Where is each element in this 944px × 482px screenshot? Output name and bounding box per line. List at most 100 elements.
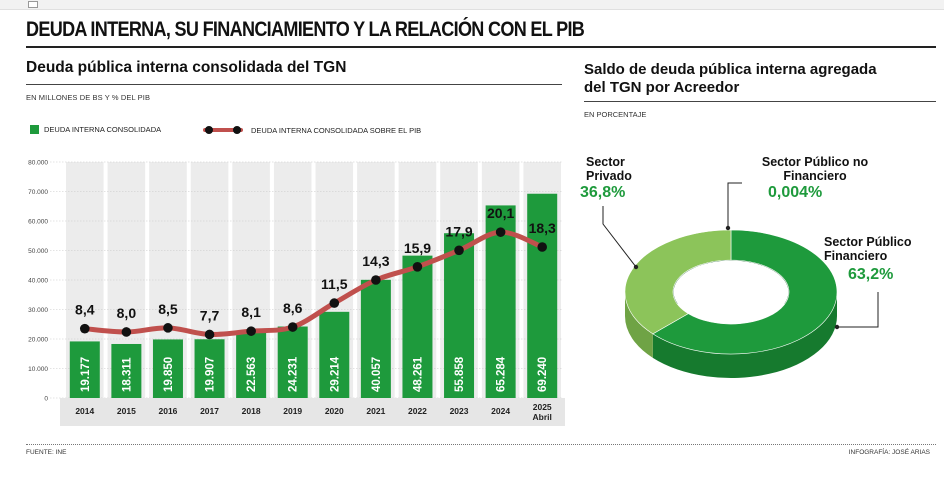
- x-tick-label: 2020: [325, 406, 344, 416]
- donut-slice: [652, 229, 838, 355]
- x-tick-label: 2019: [283, 406, 302, 416]
- x-tick-label: 2023: [450, 406, 469, 416]
- slice-label-privado: Sector Privado: [586, 155, 632, 183]
- x-tick-label: 2025: [533, 402, 552, 412]
- legend-bar-swatch: [30, 125, 39, 134]
- line-marker: [495, 227, 506, 237]
- line-value-label: 15,9: [404, 240, 431, 256]
- pie-chart-subtitle: EN PORCENTAJE: [584, 110, 647, 119]
- leader-dot: [633, 264, 639, 270]
- y-tick-label: 30.000: [28, 307, 48, 314]
- line-marker: [287, 322, 298, 332]
- donut-side-wall: [652, 292, 837, 378]
- line-value-label: 8,6: [283, 300, 303, 316]
- x-tick-label: 2021: [366, 406, 385, 416]
- title-rule: [26, 46, 936, 48]
- slice-value-privado: 36,8%: [580, 184, 626, 201]
- y-tick-label: 70.000: [28, 189, 48, 196]
- legend-bar-label: DEUDA INTERNA CONSOLIDADA: [44, 125, 162, 134]
- bar: [485, 205, 516, 398]
- bar-value-label: 22.563: [246, 357, 258, 392]
- x-tick-label: 2015: [117, 406, 136, 416]
- y-tick-label: 0: [44, 396, 48, 403]
- top-strip: [0, 0, 944, 10]
- bar-value-label: 55.858: [454, 356, 466, 392]
- bar-value-label: 40.057: [371, 357, 383, 392]
- leader-privado: [602, 206, 637, 268]
- bar: [111, 343, 142, 398]
- line-value-label: 7,7: [200, 307, 220, 323]
- leader-dot: [834, 324, 840, 330]
- line-value-label: 8,1: [241, 304, 261, 320]
- legend-line-label: DEUDA INTERNA CONSOLIDADA SOBRE EL PIB: [251, 125, 422, 135]
- donut-slice: [624, 229, 732, 335]
- donut-hole: [673, 260, 789, 324]
- bar: [69, 341, 100, 398]
- line-marker: [329, 298, 340, 308]
- bar-value-label: 29.214: [329, 356, 341, 392]
- bar: [360, 279, 391, 398]
- bar: [527, 193, 558, 398]
- line-value-label: 14,3: [362, 253, 389, 269]
- line-value-label: 8,4: [75, 302, 95, 318]
- credit-note: INFOGRAFÍA: JOSÉ ARIAS: [848, 449, 930, 456]
- main-title: DEUDA INTERNA, SU FINANCIAMIENTO Y LA RE…: [26, 18, 585, 41]
- y-tick-label: 20.000: [28, 337, 48, 344]
- bar: [194, 339, 225, 398]
- line-marker: [204, 329, 215, 340]
- bar-value-label: 48.261: [412, 356, 424, 392]
- bar-chart-rule: [26, 84, 562, 85]
- slice-label-no-financiero: Sector Público no Financiero: [761, 155, 869, 183]
- slice-label-financiero: Sector Público Financiero: [824, 235, 912, 263]
- x-tick-label: 2017: [200, 406, 219, 416]
- footer-rule: [26, 444, 936, 445]
- legend-bar: DEUDA INTERNA CONSOLIDADA: [30, 125, 161, 134]
- line-marker: [537, 242, 548, 252]
- line-value-label: 20,1: [487, 205, 514, 221]
- bar-chart-subtitle: EN MILLONES DE BS Y % DEL PIB: [26, 93, 151, 102]
- x-tick-label: 2022: [408, 406, 427, 416]
- x-tick-label: 2014: [75, 406, 94, 416]
- line-marker: [163, 323, 173, 333]
- pie-chart-rule: [584, 101, 936, 102]
- line-value-label: 8,0: [117, 305, 137, 321]
- source-note: FUENTE: INE: [26, 449, 67, 456]
- bar: [402, 255, 433, 398]
- line-value-label: 11,5: [321, 276, 348, 292]
- y-tick-label: 60.000: [28, 219, 48, 226]
- leader-no-financiero: [727, 182, 742, 228]
- bar-value-label: 24.231: [288, 356, 300, 392]
- x-tick-sublabel: Abril: [533, 412, 552, 422]
- line-marker: [371, 275, 381, 285]
- leader-financiero: [837, 292, 879, 328]
- bar-value-label: 19.177: [80, 357, 92, 392]
- line-marker: [454, 245, 464, 256]
- donut-side-wall: [625, 292, 653, 358]
- line-value-label: 17,9: [445, 223, 472, 239]
- bar: [444, 233, 475, 398]
- slice-value-financiero: 63,2%: [848, 266, 894, 283]
- bar: [319, 311, 350, 398]
- x-tick-label: 2016: [158, 406, 177, 416]
- bar-value-label: 18.311: [121, 357, 133, 392]
- bar-value-label: 69.240: [537, 357, 549, 392]
- window-icon: [28, 1, 38, 8]
- x-tick-label: 2024: [491, 406, 510, 416]
- line-value-label: 18,3: [529, 220, 556, 236]
- y-tick-label: 80.000: [28, 160, 48, 167]
- line-marker: [121, 327, 132, 337]
- leader-dot: [725, 225, 731, 231]
- bar: [277, 326, 308, 398]
- x-axis-band: [60, 398, 565, 426]
- y-tick-label: 40.000: [28, 278, 48, 285]
- bar: [236, 331, 267, 398]
- y-tick-label: 10.000: [28, 366, 48, 373]
- pie-chart-title: Saldo de deuda pública interna agregada …: [584, 61, 877, 96]
- bar-value-label: 19.907: [205, 357, 217, 392]
- line-marker: [79, 323, 90, 334]
- line-marker: [412, 261, 423, 272]
- legend-line: DEUDA INTERNA CONSOLIDADA SOBRE EL PIB: [203, 125, 421, 135]
- line-marker: [246, 326, 256, 336]
